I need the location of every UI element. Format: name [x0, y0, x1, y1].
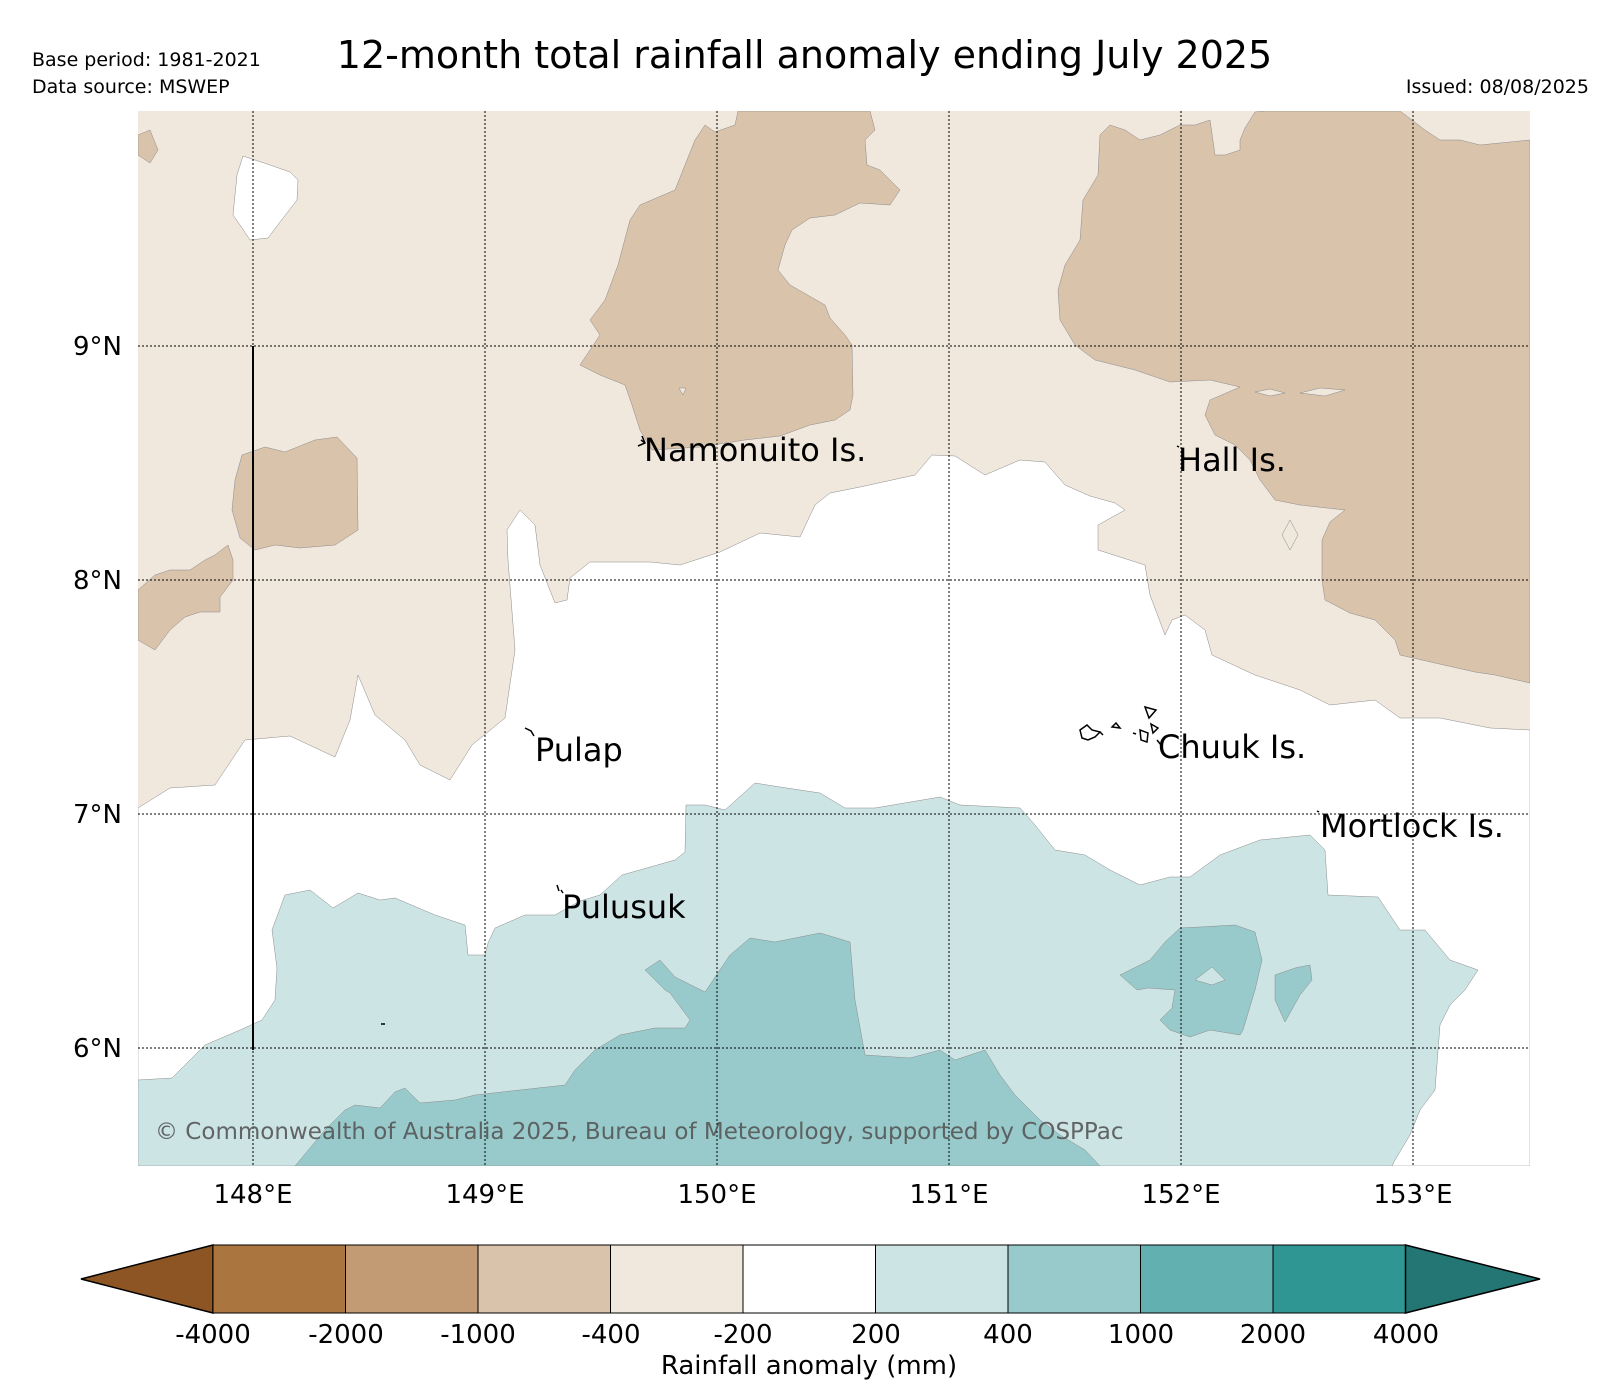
colorbar-tick-label: 400 [983, 1320, 1033, 1350]
colorbar-tick-label: 1000 [1108, 1320, 1174, 1350]
colorbar-segment [610, 1244, 744, 1314]
anomaly-region-400-1000-east [1119, 924, 1263, 1038]
colorbar-tick-label: -400 [581, 1320, 640, 1350]
colorbar-segment [1272, 1244, 1406, 1314]
colorbar-segment [345, 1244, 479, 1314]
lon-label-153e: 153°E [1373, 1180, 1452, 1210]
colorbar [80, 1244, 1541, 1314]
copyright-text: © Commonwealth of Australia 2025, Bureau… [155, 1119, 1124, 1145]
colorbar-tick-label: -1000 [440, 1320, 516, 1350]
colorbar-segment [1140, 1244, 1274, 1314]
map-gridlines [138, 111, 1530, 1166]
colorbar-tick-label: 4000 [1373, 1320, 1439, 1350]
issued-date-text: Issued: 08/08/2025 [1405, 76, 1589, 98]
map-title: 12-month total rainfall anomaly ending J… [336, 33, 1273, 77]
anomaly-region-neg400-neg1000-west [231, 436, 359, 551]
colorbar-tick-label: -200 [713, 1320, 772, 1350]
colorbar-segment-high-extend [1404, 1244, 1541, 1314]
place-label-mortlock: Mortlock Is. [1320, 807, 1504, 845]
anomaly-region-neg400-neg1000-northeast [1057, 111, 1530, 684]
lat-label-8n: 8°N [73, 566, 122, 596]
place-label-namonuito: Namonuito Is. [644, 431, 866, 469]
place-label-hall: Hall Is. [1178, 441, 1286, 479]
lat-label-9n: 9°N [73, 332, 122, 362]
colorbar-tick-label: -4000 [175, 1320, 251, 1350]
lat-label-7n: 7°N [73, 800, 122, 830]
anomaly-region-neg400-neg1000-north [579, 111, 901, 451]
anomaly-region-400-1000-east-small [1274, 964, 1313, 1023]
island-outlines [381, 435, 1320, 1025]
map-field [138, 111, 1530, 1166]
colorbar-segment [1007, 1244, 1141, 1314]
colorbar-segment [875, 1244, 1009, 1314]
colorbar-segment-low-extend [80, 1244, 214, 1314]
base-period-text: Base period: 1981-2021 [32, 49, 261, 71]
lon-label-148e: 148°E [213, 1180, 292, 1210]
anomaly-region-neg400-neg1000-corner [138, 129, 159, 164]
lon-label-149e: 149°E [445, 1180, 524, 1210]
colorbar-tick-label: 2000 [1240, 1320, 1306, 1350]
anomaly-region-near-normal-north [232, 155, 299, 241]
lon-label-150e: 150°E [677, 1180, 756, 1210]
colorbar-segment [477, 1244, 611, 1314]
place-label-chuuk: Chuuk Is. [1158, 728, 1306, 766]
lat-label-6n: 6°N [73, 1034, 122, 1064]
place-label-pulap: Pulap [535, 731, 623, 769]
lon-label-151e: 151°E [909, 1180, 988, 1210]
colorbar-title: Rainfall anomaly (mm) [661, 1351, 957, 1380]
anomaly-region-400-1000 [294, 932, 1101, 1166]
colorbar-tick-label: 200 [851, 1320, 901, 1350]
colorbar-tick-label: -2000 [308, 1320, 384, 1350]
anomaly-region-neg400-neg1000-far-west [138, 544, 234, 651]
colorbar-segment [742, 1244, 876, 1314]
place-label-pulusuk: Pulusuk [562, 888, 686, 926]
colorbar-segment [212, 1244, 346, 1314]
data-source-text: Data source: MSWEP [32, 76, 230, 98]
lon-label-152e: 152°E [1141, 1180, 1220, 1210]
